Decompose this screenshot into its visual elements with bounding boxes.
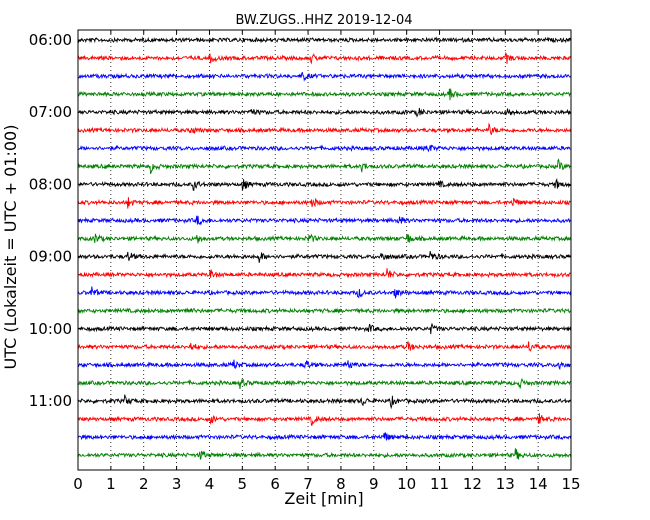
trace-line	[77, 413, 571, 426]
x-axis-ticks: 0 1 2 3 4 5 6 7 8 9 10 11 12 13 14 15	[73, 30, 581, 493]
trace-line	[77, 394, 571, 410]
trace-line	[77, 122, 572, 136]
trace-group	[77, 36, 572, 460]
x-tick-label: 6	[270, 475, 280, 493]
trace-line	[77, 322, 572, 335]
y-tick-label: 06:00	[29, 31, 72, 49]
trace-line	[77, 144, 571, 153]
y-tick-label: 09:00	[29, 248, 72, 266]
trace-line	[77, 107, 572, 118]
x-tick-label: 13	[496, 475, 515, 493]
trace-line	[77, 432, 572, 441]
x-tick-label: 12	[463, 475, 482, 493]
y-tick-label: 08:00	[29, 175, 72, 193]
trace-line	[77, 377, 571, 390]
trace-line	[77, 71, 571, 82]
trace-line	[77, 233, 572, 244]
trace-line	[77, 158, 571, 174]
x-tick-label: 7	[303, 475, 313, 493]
x-tick-label: 0	[73, 475, 83, 493]
trace-line	[77, 340, 571, 352]
x-tick-label: 1	[106, 475, 116, 493]
trace-line	[77, 88, 571, 101]
x-axis-label: Zeit [min]	[284, 489, 363, 508]
y-tick-label: 11:00	[29, 392, 72, 410]
plot-frame	[77, 29, 572, 471]
x-tick-label: 4	[205, 475, 215, 493]
y-tick-label: 07:00	[29, 103, 72, 121]
trace-line	[77, 268, 571, 279]
trace-line	[77, 251, 572, 263]
trace-line	[77, 448, 572, 460]
grid-lines	[110, 30, 539, 470]
trace-line	[77, 215, 571, 226]
trace-line	[77, 286, 572, 300]
chart-title: BW.ZUGS..HHZ 2019-12-04	[235, 13, 412, 28]
x-tick-label: 9	[369, 475, 379, 493]
x-tick-label: 15	[561, 475, 580, 493]
y-axis-ticks: 06:00 07:00 08:00 09:00 10:00 11:00	[29, 31, 571, 410]
trace-line	[77, 197, 571, 209]
x-tick-label: 11	[430, 475, 449, 493]
y-axis-label: UTC (Lokalzeit = UTC + 01:00)	[1, 125, 20, 370]
trace-line	[77, 359, 571, 371]
x-tick-label: 14	[529, 475, 548, 493]
x-tick-label: 2	[139, 475, 149, 493]
trace-line	[77, 178, 571, 192]
x-tick-label: 8	[336, 475, 346, 493]
x-tick-label: 3	[172, 475, 182, 493]
trace-line	[77, 36, 571, 44]
x-tick-label: 5	[238, 475, 248, 493]
trace-line	[77, 51, 571, 65]
y-tick-label: 10:00	[29, 320, 72, 338]
x-tick-label: 10	[397, 475, 416, 493]
trace-line	[77, 307, 571, 315]
